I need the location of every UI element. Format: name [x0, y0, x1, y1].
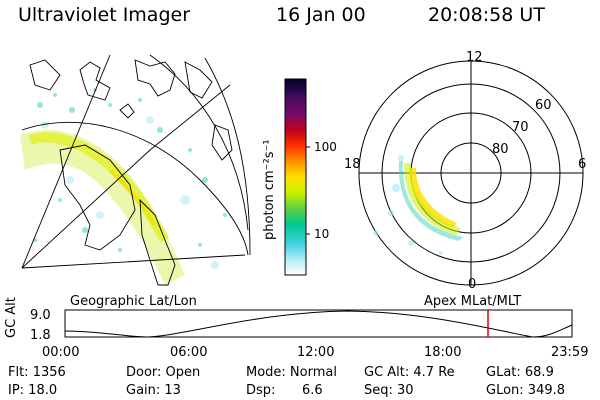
colorbar-label: photon cm⁻²s⁻¹	[262, 139, 277, 240]
altitude-xtick-0000: 00:00	[42, 345, 80, 360]
colorbar-tick-10: 10	[314, 227, 330, 241]
altitude-xtick-0600: 06:00	[170, 345, 208, 360]
altitude-axis-label: GC Alt	[4, 297, 19, 338]
mlt-label-12: 12	[466, 50, 483, 65]
status-seq: Seq: 30	[364, 383, 414, 398]
mlt-label-18: 18	[344, 157, 361, 172]
aurora-band-polar	[373, 155, 463, 255]
status-dsp-value: 6.6	[302, 383, 323, 398]
mlat-label-70: 70	[512, 120, 529, 135]
coastlines	[29, 59, 233, 286]
altitude-xtick-1200: 12:00	[297, 345, 335, 360]
status-ip: IP: 18.0	[8, 383, 58, 398]
observation-time: 20:08:58 UT	[428, 4, 545, 26]
apex-projection-label: Apex MLat/MLT	[424, 294, 522, 309]
status-mode: Mode: Normal	[246, 365, 337, 380]
altitude-xtick-2359: 23:59	[551, 345, 589, 360]
instrument-title: Ultraviolet Imager	[18, 4, 191, 26]
altitude-ytick-high: 9.0	[30, 308, 51, 323]
status-gc-alt: GC Alt: 4.7 Re	[364, 365, 455, 380]
mlt-label-6: 6	[578, 157, 587, 172]
status-gain: Gain: 13	[126, 383, 181, 398]
status-glat: GLat: 68.9	[486, 365, 554, 380]
geographic-graticule	[21, 54, 251, 269]
observation-date: 16 Jan 00	[276, 4, 366, 26]
altitude-ytick-low: 1.8	[30, 328, 51, 343]
geographic-projection-label: Geographic Lat/Lon	[70, 294, 197, 309]
altitude-plot	[64, 309, 573, 338]
status-flt: Flt: 1356	[8, 365, 66, 380]
status-glon: GLon: 349.8	[486, 383, 566, 398]
colorbar-tick-100: 100	[314, 140, 337, 154]
status-door: Door: Open	[126, 365, 201, 380]
aurora-band-geographic	[20, 88, 227, 285]
colorbar	[284, 78, 310, 276]
altitude-xtick-1800: 18:00	[424, 345, 462, 360]
status-dsp-label: Dsp:	[246, 383, 276, 398]
mlt-label-0: 0	[468, 277, 477, 292]
polar-plot	[358, 60, 584, 286]
mlat-label-80: 80	[492, 142, 509, 157]
mlat-label-60: 60	[535, 98, 552, 113]
